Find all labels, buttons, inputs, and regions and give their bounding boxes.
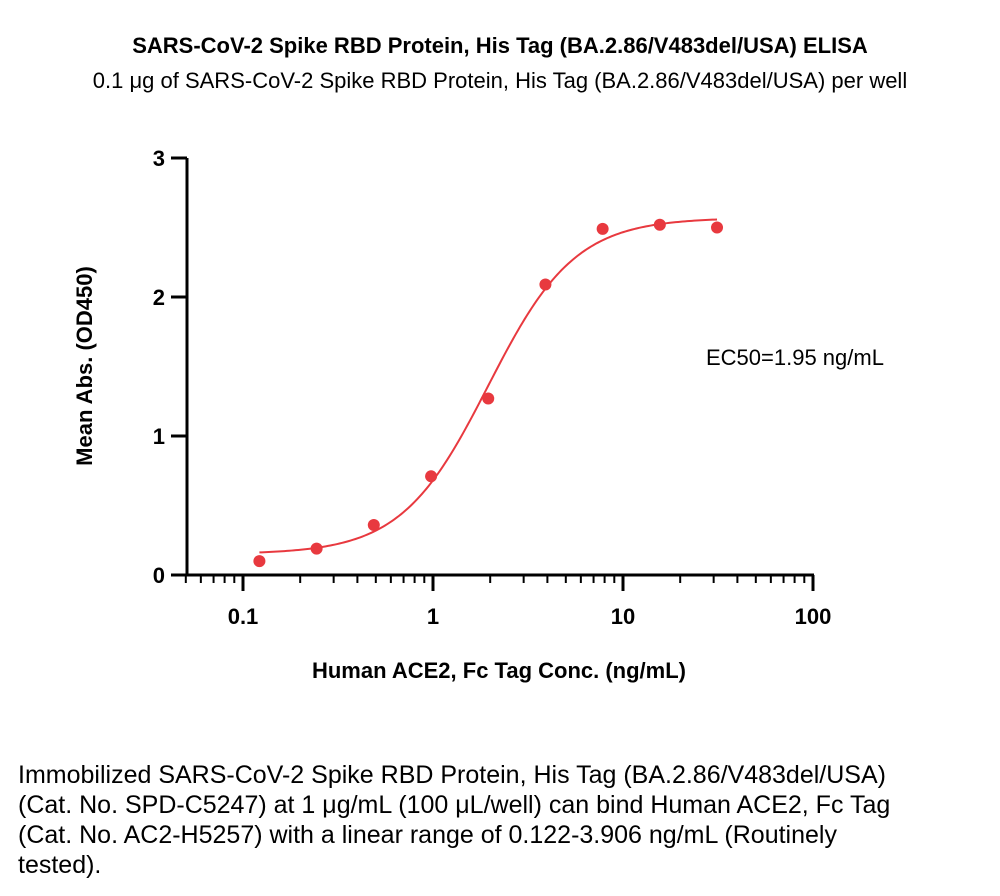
axes [171,158,814,577]
x-tick-label: 10 [611,604,635,629]
data-point [310,542,323,555]
x-tick-label: 0.1 [228,604,259,629]
y-tick-label: 0 [153,563,165,588]
data-point [711,221,724,234]
data-point [367,518,380,531]
y-tick-label: 2 [153,285,165,310]
chart-title: SARS-CoV-2 Spike RBD Protein, His Tag (B… [132,33,868,58]
data-point [482,392,495,405]
data-point [425,470,438,483]
data-point [596,222,609,235]
y-tick-label: 1 [153,424,165,449]
data-points [253,218,724,568]
chart-subtitle: 0.1 μg of SARS-CoV-2 Spike RBD Protein, … [92,68,908,93]
fit-curve [259,218,718,554]
data-point [653,218,666,231]
ec50-annotation: EC50=1.95 ng/mL [706,345,884,370]
x-tick-label: 100 [795,604,832,629]
data-point [253,555,266,568]
y-tick-label: 3 [153,146,165,171]
data-point [539,278,552,291]
y-axis-label: Mean Abs. (OD450) [72,266,97,466]
elisa-chart: 0 1 2 3 0.1 1 10 100 EC50=1.95 ng/mL Human ACE2… [72,146,884,683]
tick-group: 0 1 2 3 0.1 1 10 100 [153,146,832,629]
figure-caption: Immobilized SARS-CoV-2 Spike RBD Protein… [18,761,891,879]
x-tick-label: 1 [427,604,439,629]
x-axis-label: Human ACE2, Fc Tag Conc. (ng/mL) [312,658,686,683]
